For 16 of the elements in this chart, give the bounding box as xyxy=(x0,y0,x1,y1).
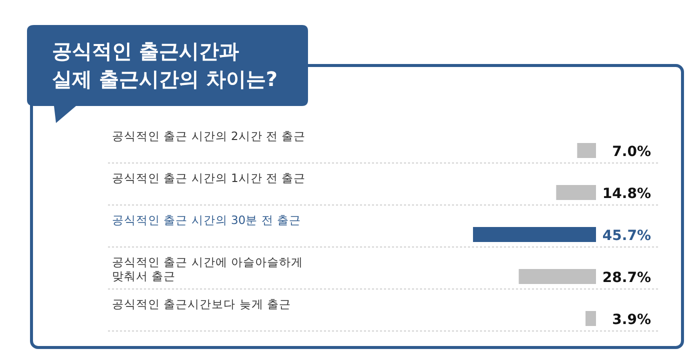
data-label: 7.0% xyxy=(612,144,651,160)
y-tick-label: 공식적인 출근 시간에 아슬아슬하게 맞춰서 출근 xyxy=(112,255,303,283)
data-label: 3.9% xyxy=(612,312,651,328)
y-tick-label: 공식적인 출근시간보다 늦게 출근 xyxy=(112,297,291,311)
bar xyxy=(577,143,596,158)
bar xyxy=(586,311,596,326)
bar xyxy=(518,269,596,284)
data-label: 45.7% xyxy=(602,228,651,244)
y-tick-label: 공식적인 출근 시간의 1시간 전 출근 xyxy=(112,171,306,185)
data-label: 14.8% xyxy=(602,186,651,202)
bar xyxy=(556,185,596,200)
y-tick-label: 공식적인 출근 시간의 30분 전 출근 xyxy=(112,213,301,227)
text: 공식적인 출근시간과 실제 출근시간의 차이는? xyxy=(52,39,278,91)
data-label: 28.7% xyxy=(602,270,651,286)
y-tick-label: 공식적인 출근 시간의 2시간 전 출근 xyxy=(112,129,306,143)
bar xyxy=(473,227,596,242)
